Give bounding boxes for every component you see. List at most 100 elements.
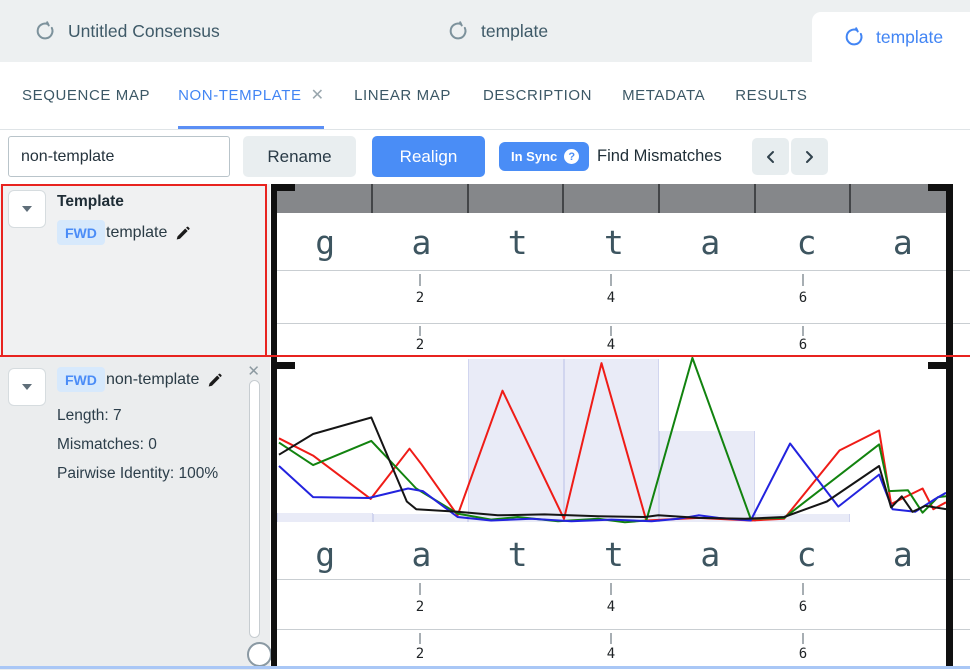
ruler-number: 4 xyxy=(606,646,616,662)
read-ruler-1: 2 4 6 xyxy=(277,580,946,629)
help-icon[interactable]: ? xyxy=(564,149,580,164)
base-letter: t xyxy=(604,535,624,574)
base-letter: t xyxy=(604,223,624,262)
consensus-icon xyxy=(36,21,54,40)
tab-template-active[interactable]: template xyxy=(812,12,970,62)
row-divider xyxy=(271,579,970,580)
base-separator xyxy=(754,184,756,213)
previous-mismatch-button[interactable] xyxy=(752,138,789,175)
window-bottom-edge xyxy=(0,666,970,669)
ruler-tick xyxy=(802,583,804,595)
ruler-tick xyxy=(419,633,421,644)
chevron-left-icon xyxy=(767,150,774,163)
direction-badge: FWD xyxy=(57,220,105,245)
read-name-input[interactable] xyxy=(8,136,230,177)
ruler-tick xyxy=(610,326,612,336)
base-letter: g xyxy=(315,223,336,262)
read-ruler-2: 2 4 6 xyxy=(277,630,946,666)
tab-metadata[interactable]: METADATA xyxy=(622,86,706,104)
template-track-panel: Template FWD template xyxy=(0,184,270,357)
tab-label: Untitled Consensus xyxy=(68,20,220,41)
base-separator xyxy=(467,184,469,213)
tab-linear-map[interactable]: LINEAR MAP xyxy=(354,86,451,104)
trace-A xyxy=(278,357,946,524)
base-letter: t xyxy=(507,223,528,262)
read-track-panel: FWD non-template ✕ Length: 7 Mismatches:… xyxy=(0,357,270,670)
corner-mark xyxy=(928,184,946,191)
tab-results[interactable]: RESULTS xyxy=(735,86,808,104)
template-sequence-row: g a t t a c a xyxy=(277,213,951,270)
ruler-number: 4 xyxy=(606,337,616,353)
in-sync-badge[interactable]: In Sync ? xyxy=(499,142,590,171)
tab-untitled-consensus[interactable]: Untitled Consensus xyxy=(35,0,220,62)
base-separator xyxy=(658,184,660,213)
document-tab-bar: Untitled Consensus template template xyxy=(0,0,970,62)
tab-label: template xyxy=(481,20,549,41)
tab-sequence-map[interactable]: SEQUENCE MAP xyxy=(22,86,151,104)
trace-C xyxy=(278,442,946,523)
template-panel-title: Template xyxy=(57,193,124,210)
base-letter: t xyxy=(507,535,528,574)
stat-mismatches: Mismatches: 0 xyxy=(57,436,157,453)
ruler-tick xyxy=(610,274,612,286)
ruler-number: 4 xyxy=(606,599,616,615)
base-letter: a xyxy=(700,223,721,262)
read-sequence-row: g a t t a c a xyxy=(277,530,951,579)
ruler-number: 2 xyxy=(415,290,425,306)
ruler-tick xyxy=(419,274,421,286)
ruler-tick xyxy=(419,326,421,336)
realign-button[interactable]: Realign xyxy=(372,136,485,177)
corner-mark xyxy=(277,362,295,369)
quality-bar xyxy=(659,431,755,523)
alignment-right-edge-bar xyxy=(946,184,953,666)
collapse-read-button[interactable] xyxy=(8,368,46,406)
base-letter: a xyxy=(411,223,432,262)
tab-label: template xyxy=(876,26,944,47)
next-mismatch-button[interactable] xyxy=(791,138,828,175)
view-tab-bar: SEQUENCE MAP NON-TEMPLATE ✕ LINEAR MAP D… xyxy=(0,62,970,130)
consensus-icon xyxy=(449,21,467,40)
stat-pairwise-identity: Pairwise Identity: 100% xyxy=(57,465,219,482)
rename-button[interactable]: Rename xyxy=(243,136,356,177)
ruler-tick xyxy=(419,583,421,595)
base-separator xyxy=(371,184,373,213)
base-letter: c xyxy=(796,535,817,574)
ruler-number: 6 xyxy=(798,599,808,615)
base-letter: g xyxy=(315,535,336,574)
scroll-handle-ring[interactable] xyxy=(247,642,272,667)
base-letter: c xyxy=(796,223,817,262)
ruler-tick xyxy=(802,326,804,336)
ruler-tick xyxy=(802,274,804,286)
base-letter: a xyxy=(411,535,432,574)
collapse-template-button[interactable] xyxy=(8,190,46,228)
ruler-number: 2 xyxy=(415,646,425,662)
chromatogram-panel[interactable] xyxy=(277,357,946,530)
close-tab-icon[interactable]: ✕ xyxy=(310,87,325,104)
ruler-tick xyxy=(802,633,804,644)
row-divider xyxy=(271,629,970,630)
close-read-icon[interactable]: ✕ xyxy=(247,363,260,380)
chevron-right-icon xyxy=(806,150,813,163)
quality-bar xyxy=(277,512,373,523)
corner-mark xyxy=(928,362,946,369)
read-stats: Length: 7 Mismatches: 0 Pairwise Identit… xyxy=(57,401,218,488)
row-divider xyxy=(271,323,970,324)
tab-non-template[interactable]: NON-TEMPLATE ✕ xyxy=(178,62,325,129)
edit-pencil-icon[interactable] xyxy=(175,226,190,241)
tab-description[interactable]: DESCRIPTION xyxy=(482,86,593,104)
template-annotation-band[interactable] xyxy=(277,184,946,213)
edit-pencil-icon[interactable] xyxy=(207,373,223,388)
ruler-tick xyxy=(610,583,612,595)
chevron-down-icon xyxy=(22,384,32,390)
alignment-toolbar: Rename Realign In Sync ? Find Mismatches xyxy=(0,130,970,184)
vertical-scrollbar[interactable] xyxy=(249,380,260,638)
base-letter: a xyxy=(700,535,721,574)
corner-mark xyxy=(277,184,295,191)
trace-G xyxy=(278,416,946,520)
stat-length: Length: 7 xyxy=(57,407,122,424)
tab-template-1[interactable]: template xyxy=(448,0,548,62)
template-name: template xyxy=(106,224,190,242)
read-name: non-template xyxy=(106,371,223,389)
sanger-traces xyxy=(278,357,946,524)
